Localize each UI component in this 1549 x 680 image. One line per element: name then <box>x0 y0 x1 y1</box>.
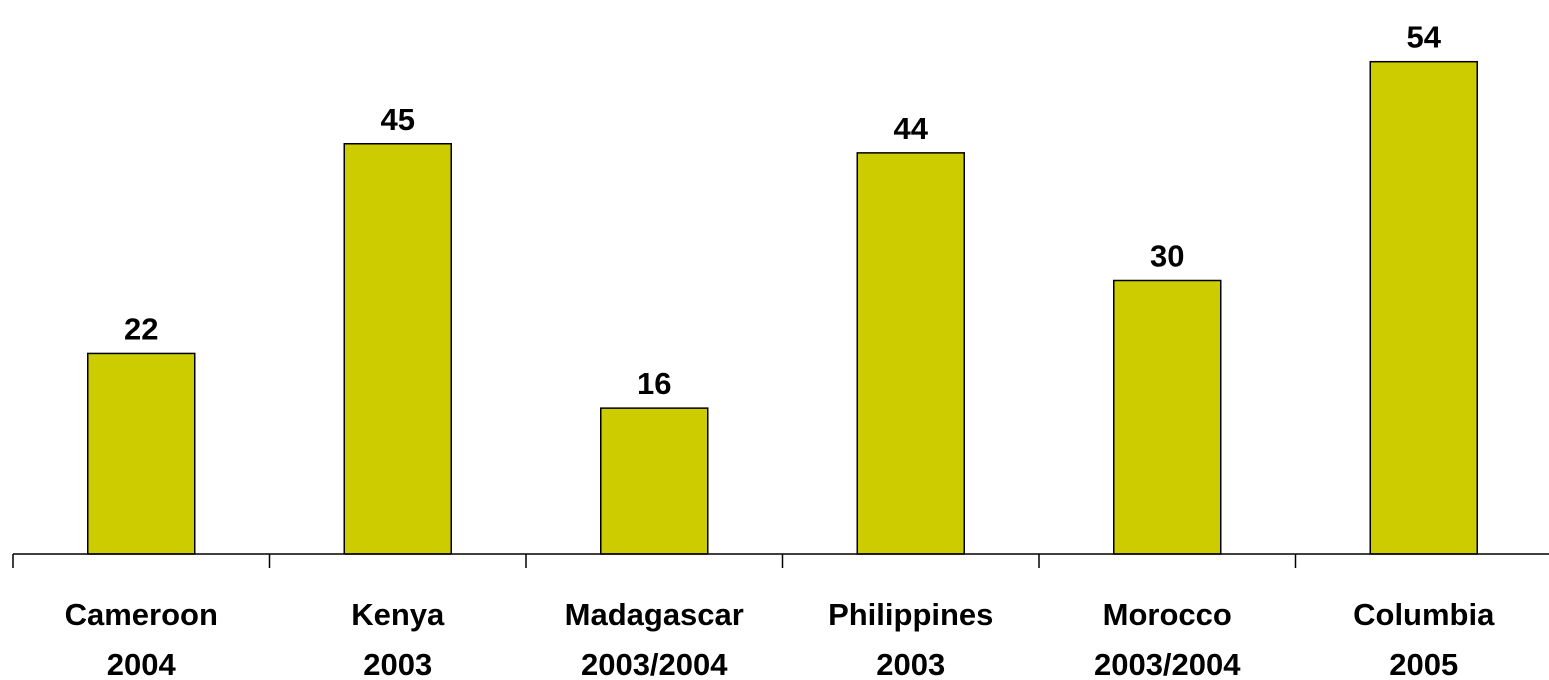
bar <box>87 352 196 555</box>
value-label: 44 <box>894 111 929 146</box>
x-tick-label-line: 2003 <box>876 647 945 680</box>
x-tick-label: Madagascar 2003/2004 <box>565 597 744 680</box>
x-tick-label-line: Philippines <box>828 597 993 632</box>
value-label: 22 <box>124 311 158 346</box>
bar <box>1113 279 1222 555</box>
x-tick-label-line: Cameroon <box>65 597 218 632</box>
value-label: 45 <box>381 102 415 137</box>
bar <box>856 152 965 555</box>
x-tick-label-line: 2004 <box>107 647 177 680</box>
x-tick-label: Kenya 2003 <box>351 597 445 680</box>
bar <box>1369 60 1478 555</box>
bar <box>343 143 452 555</box>
x-tick-label-line: Morocco <box>1103 597 1232 632</box>
x-tick-label: Cameroon 2004 <box>65 597 218 680</box>
x-tick-label: Morocco 2003/2004 <box>1094 597 1241 680</box>
value-label: 30 <box>1150 239 1184 274</box>
x-tick-label: Columbia 2005 <box>1353 597 1495 680</box>
value-label: 54 <box>1407 20 1442 55</box>
x-tick-label-line: 2005 <box>1389 647 1458 680</box>
x-tick-label-line: Madagascar <box>565 597 744 632</box>
x-tick-label-line: Kenya <box>351 597 445 632</box>
bar <box>600 407 709 555</box>
x-tick-label-line: Columbia <box>1353 597 1495 632</box>
x-tick-label-line: 2003/2004 <box>581 647 728 680</box>
x-tick-label: Philippines 2003 <box>828 597 993 680</box>
x-tick-label-line: 2003 <box>363 647 432 680</box>
value-label: 16 <box>637 366 671 401</box>
x-tick-label-line: 2003/2004 <box>1094 647 1241 680</box>
